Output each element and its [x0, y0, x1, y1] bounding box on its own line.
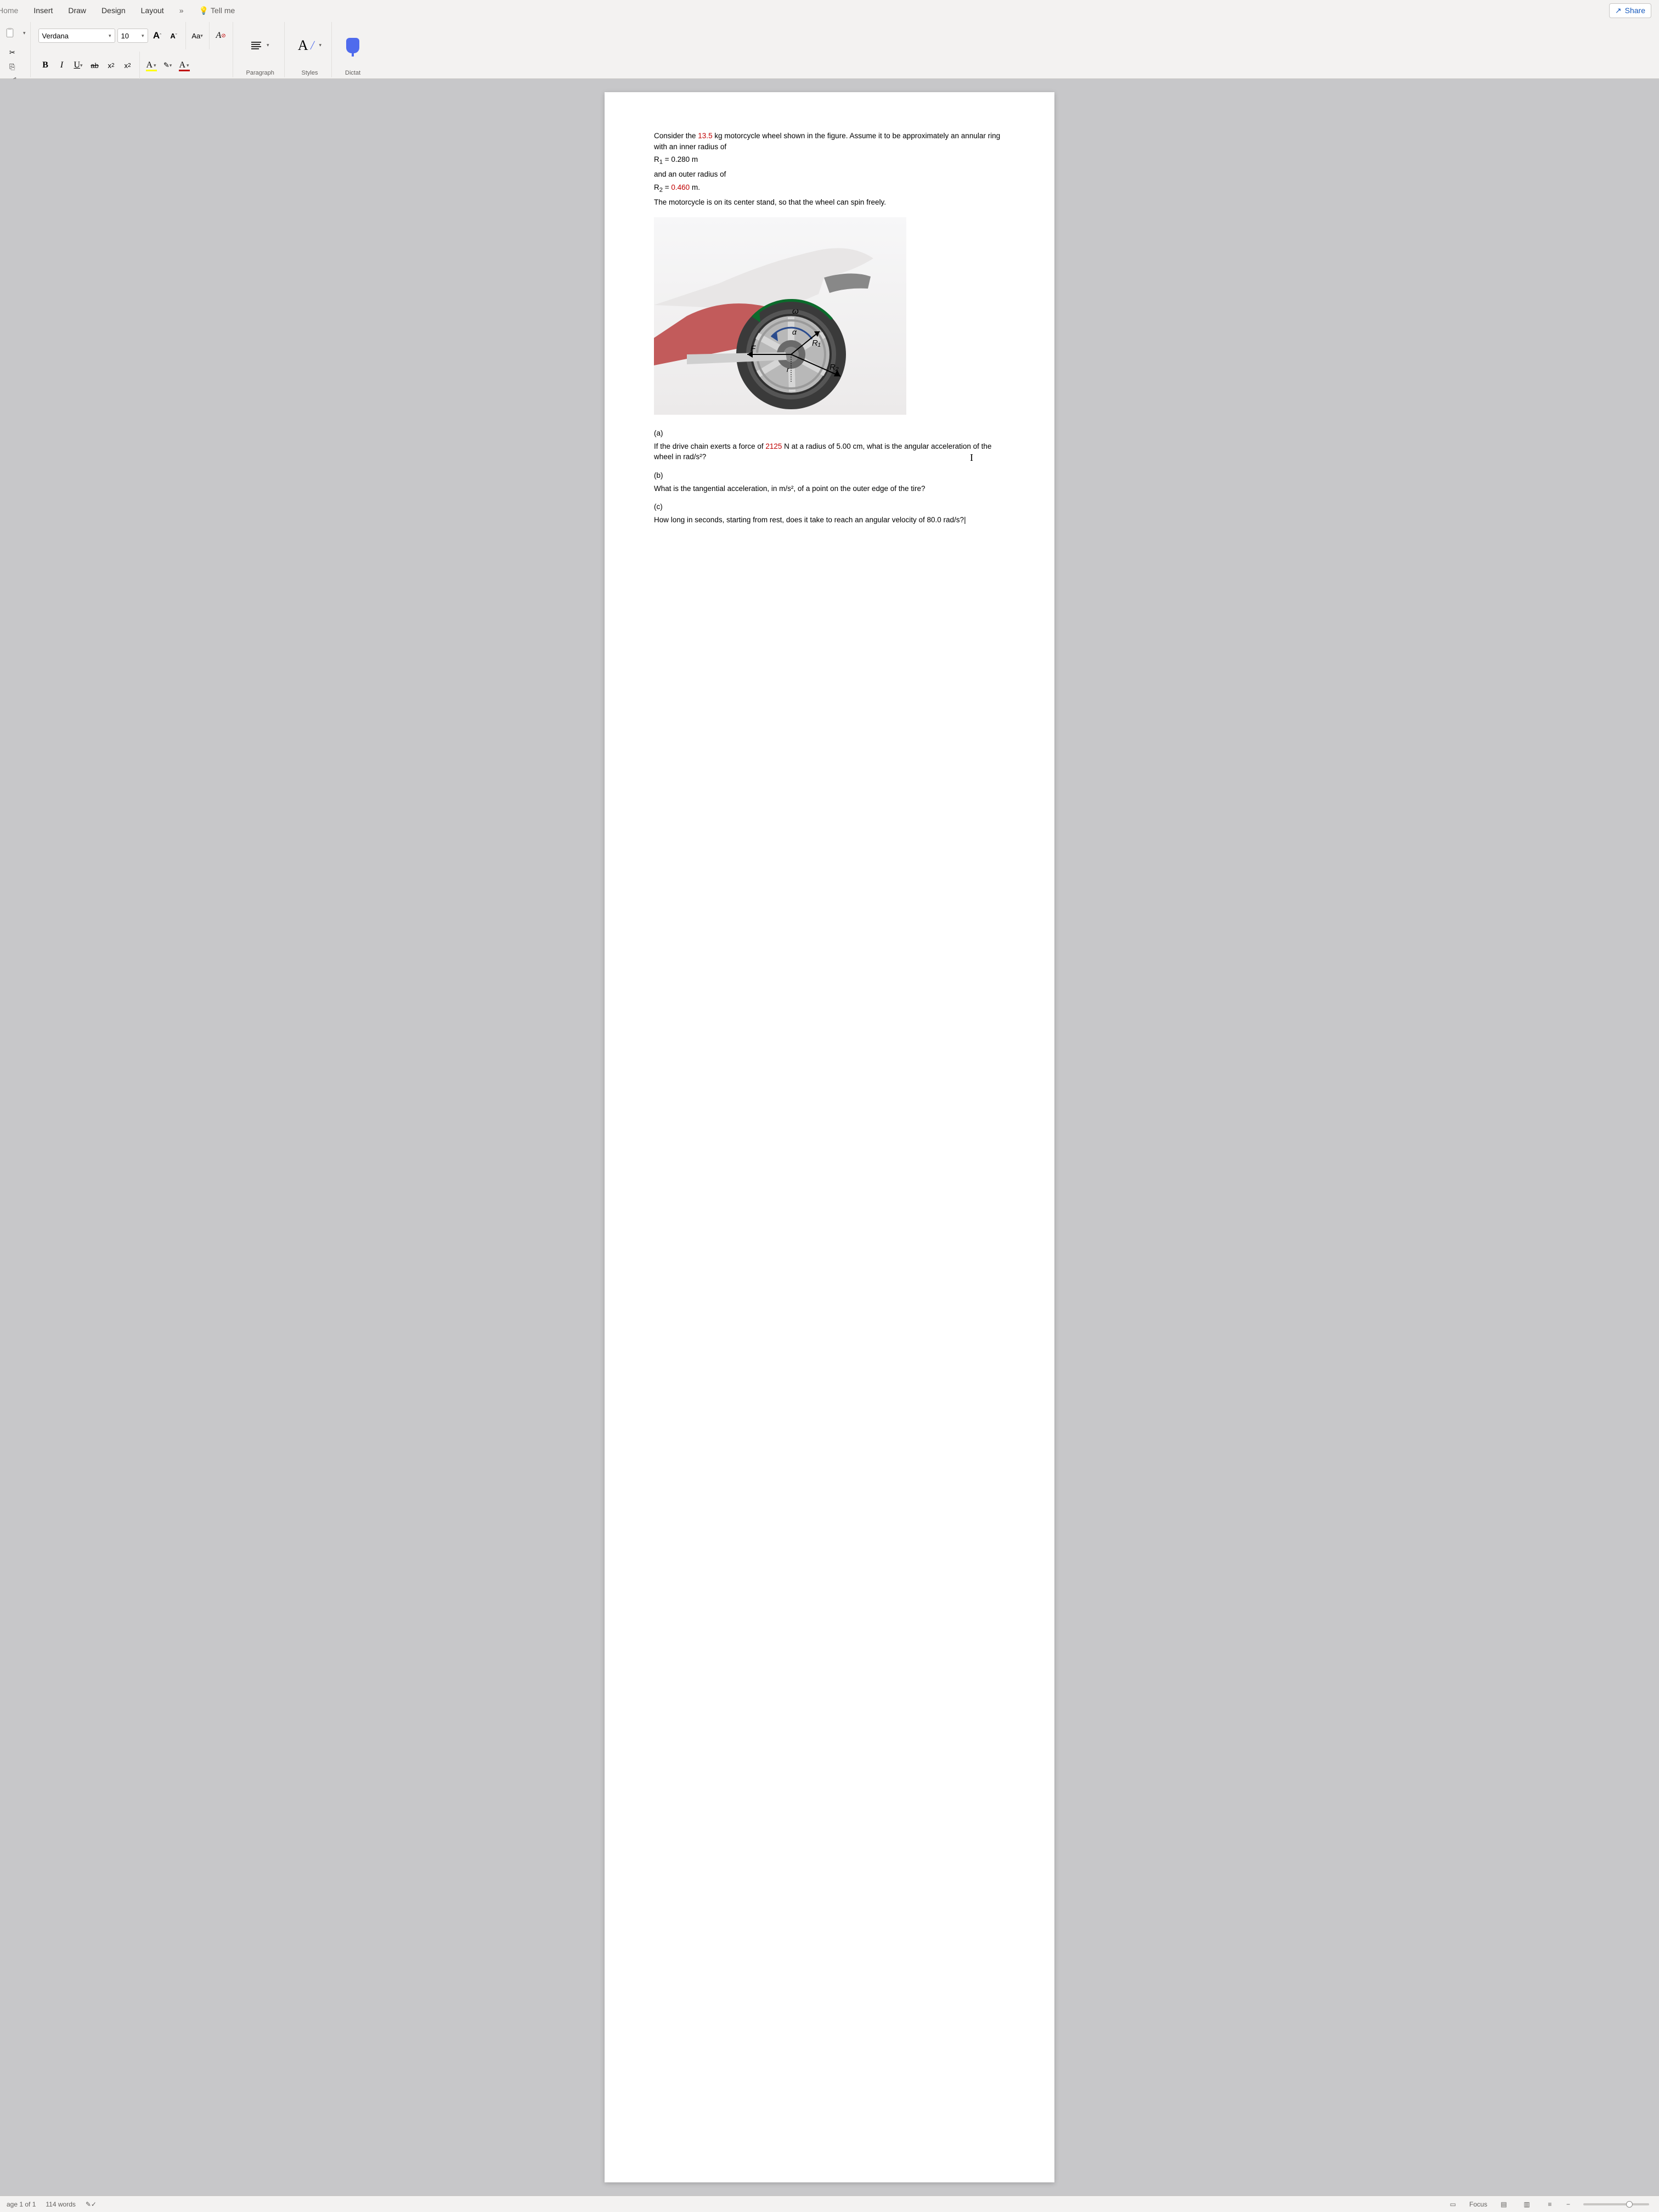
zoom-thumb[interactable] — [1626, 2201, 1633, 2208]
clipboard-group: ▾ ✂ ⎘ 🖌 te — [0, 22, 31, 77]
font-group: Verdana ▾ 10 ▾ Aˆ Aˇ Aa▾ A⊘ B I — [34, 22, 233, 77]
font-color-button[interactable]: A ▾ — [177, 59, 191, 72]
styles-group-label: Styles — [301, 69, 318, 77]
figure-label-R1: R₁ — [812, 338, 821, 348]
copy-button[interactable]: ⎘ — [5, 60, 19, 74]
styles-icon: A — [298, 37, 308, 54]
font-size-select[interactable]: 10 ▾ — [117, 29, 148, 43]
font-color-swatch — [179, 70, 190, 71]
text-effects-button[interactable]: ✎▾ — [161, 59, 175, 72]
lightbulb-icon: 💡 — [199, 6, 208, 15]
text-cursor-icon: I — [970, 450, 972, 465]
figure-label-F: F — [751, 344, 756, 353]
word-count[interactable]: 114 words — [46, 2200, 75, 2208]
chevron-down-icon[interactable]: ▾ — [23, 30, 26, 36]
shrink-font-button[interactable]: Aˇ — [167, 29, 181, 42]
ribbon: ▾ ✂ ⎘ 🖌 te Verdana ▾ 10 — [0, 19, 1659, 79]
caret: | — [964, 516, 966, 524]
page-count[interactable]: age 1 of 1 — [7, 2200, 36, 2208]
paste-button[interactable] — [0, 22, 21, 44]
change-case-button[interactable]: Aa▾ — [190, 29, 205, 42]
figure-label-r: r — [787, 365, 789, 374]
tab-home[interactable]: Home — [0, 3, 26, 18]
tab-design[interactable]: Design — [94, 3, 133, 18]
problem-text-r1: R1 = 0.280 m — [654, 154, 1005, 167]
focus-mode-button[interactable]: ▭ — [1446, 2199, 1459, 2210]
question-c-text: How long in seconds, starting from rest,… — [654, 515, 1005, 526]
highlight-color-swatch — [146, 70, 157, 71]
web-icon: ≡ — [1548, 2200, 1551, 2208]
highlight-color-button[interactable]: A ▾ — [144, 59, 159, 72]
question-c-label: (c) — [654, 501, 1005, 512]
web-layout-button[interactable]: ≡ — [1543, 2199, 1556, 2210]
tell-me-search[interactable]: 💡 Tell me — [191, 6, 242, 15]
figure-label-omega: ω — [792, 307, 799, 316]
proofing-icon[interactable]: ✎✓ — [86, 2200, 97, 2208]
question-a-label: (a) — [654, 428, 1005, 439]
question-a-text: If the drive chain exerts a force of 212… — [654, 441, 1005, 462]
book-icon: ▤ — [1500, 2200, 1506, 2208]
zoom-slider[interactable] — [1583, 2203, 1649, 2205]
font-size-value: 10 — [121, 32, 129, 40]
status-bar: age 1 of 1 114 words ✎✓ ▭ Focus ▤ ▥ ≡ − — [0, 2196, 1659, 2212]
clear-formatting-button[interactable]: A⊘ — [214, 29, 228, 42]
copy-icon: ⎘ — [9, 63, 15, 71]
question-b-text: What is the tangential acceleration, in … — [654, 483, 1005, 494]
subscript-button[interactable]: x2 — [104, 59, 119, 72]
italic-button[interactable]: I — [55, 59, 69, 72]
scissors-icon: ✂ — [9, 48, 15, 57]
font-name-value: Verdana — [42, 32, 69, 40]
bold-button[interactable]: B — [38, 59, 53, 72]
paragraph-button[interactable]: ▾ — [251, 42, 269, 49]
superscript-button[interactable]: x2 — [121, 59, 135, 72]
tab-insert[interactable]: Insert — [26, 3, 60, 18]
chevron-down-icon: ▾ — [109, 33, 111, 39]
tab-draw[interactable]: Draw — [60, 3, 94, 18]
share-icon: ↗ — [1615, 6, 1622, 15]
tell-me-placeholder: Tell me — [211, 6, 235, 15]
chevron-down-icon: ▾ — [142, 33, 144, 39]
share-label: Share — [1625, 6, 1645, 15]
problem-text-r2: R2 = 0.460 m. — [654, 182, 1005, 195]
dictate-group: Dictat — [335, 22, 370, 77]
paragraph-lines-icon — [251, 42, 261, 49]
document-page[interactable]: Consider the 13.5 kg motorcycle wheel sh… — [605, 92, 1054, 2182]
share-button[interactable]: ↗ Share — [1609, 3, 1651, 18]
read-mode-button[interactable]: ▤ — [1497, 2199, 1510, 2210]
print-layout-button[interactable]: ▥ — [1520, 2199, 1533, 2210]
dictate-group-label: Dictat — [345, 69, 360, 77]
tab-layout[interactable]: Layout — [133, 3, 172, 18]
focus-icon: ▭ — [1450, 2200, 1456, 2208]
strikethrough-button[interactable]: ab — [88, 59, 102, 72]
styles-group: A ╱ ▾ Styles — [288, 22, 332, 77]
problem-text-line1: Consider the 13.5 kg motorcycle wheel sh… — [654, 131, 1005, 152]
font-name-select[interactable]: Verdana ▾ — [38, 29, 115, 43]
problem-text-stand: The motorcycle is on its center stand, s… — [654, 197, 1005, 208]
grow-font-button[interactable]: Aˆ — [150, 29, 165, 42]
styles-button[interactable]: A ╱ ▾ — [298, 37, 321, 54]
underline-button[interactable]: U▾ — [71, 59, 86, 72]
figure-label-R2: R₂ — [830, 363, 839, 372]
paragraph-group: ▾ Paragraph — [236, 22, 285, 77]
tabs-overflow[interactable]: » — [172, 3, 191, 18]
focus-label[interactable]: Focus — [1469, 2200, 1487, 2208]
paragraph-group-label: Paragraph — [246, 69, 274, 77]
clipboard-icon — [4, 27, 15, 38]
page-icon: ▥ — [1523, 2200, 1530, 2208]
motorcycle-figure: F ω α r R₁ R₂ — [654, 217, 906, 415]
pen-icon: ✎ — [163, 61, 170, 70]
figure-label-alpha: α — [792, 328, 797, 336]
zoom-out-button[interactable]: − — [1566, 2200, 1570, 2208]
microphone-icon[interactable] — [346, 38, 359, 53]
brush-icon: ╱ — [311, 41, 315, 50]
ribbon-tabs: Home Insert Draw Design Layout » 💡 Tell … — [0, 0, 1659, 19]
question-b-label: (b) — [654, 470, 1005, 481]
cut-button[interactable]: ✂ — [5, 46, 19, 59]
problem-text-outer: and an outer radius of — [654, 169, 1005, 180]
document-area[interactable]: Consider the 13.5 kg motorcycle wheel sh… — [0, 79, 1659, 2196]
